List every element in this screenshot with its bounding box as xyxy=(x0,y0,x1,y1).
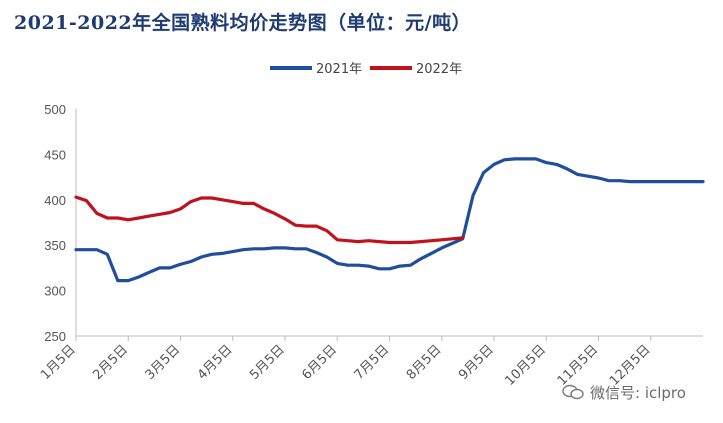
y-tick-label: 450 xyxy=(44,147,66,162)
x-tick-label: 2月5日 xyxy=(90,342,131,383)
x-tick-label: 1月5日 xyxy=(38,342,79,383)
axes xyxy=(75,109,703,341)
y-tick-label: 400 xyxy=(44,193,66,208)
x-tick-label: 4月5日 xyxy=(195,342,236,383)
legend-label-2021: 2021年 xyxy=(316,62,362,77)
y-tick-label: 300 xyxy=(44,284,66,299)
y-tick-label: 350 xyxy=(44,238,66,253)
series-line-2021 xyxy=(74,157,705,283)
x-tick-label: 5月5日 xyxy=(247,342,288,383)
y-tick-label: 250 xyxy=(44,329,66,344)
y-tick-label: 500 xyxy=(44,102,66,117)
y-tick-labels: 250 300 350 400 450 500 xyxy=(44,102,66,344)
x-tick-label: 8月5日 xyxy=(404,342,445,383)
chart-title: 2021-2022年全国熟料均价走势图（单位：元/吨） xyxy=(14,12,472,34)
series-line-2022 xyxy=(74,195,465,245)
x-tick-label: 3月5日 xyxy=(143,342,184,383)
x-tick-label: 10月5日 xyxy=(503,342,550,389)
watermark: 微信号: iclpro xyxy=(562,382,686,403)
wechat-icon xyxy=(562,384,584,400)
series-lines xyxy=(74,157,705,283)
watermark-text: 微信号: iclpro xyxy=(590,384,686,402)
x-tick-label: 6月5日 xyxy=(299,342,340,383)
x-tick-label: 7月5日 xyxy=(352,342,393,383)
legend: 2021年 2022年 xyxy=(270,62,462,77)
legend-label-2022: 2022年 xyxy=(416,62,462,77)
x-tick-label: 9月5日 xyxy=(456,342,497,383)
